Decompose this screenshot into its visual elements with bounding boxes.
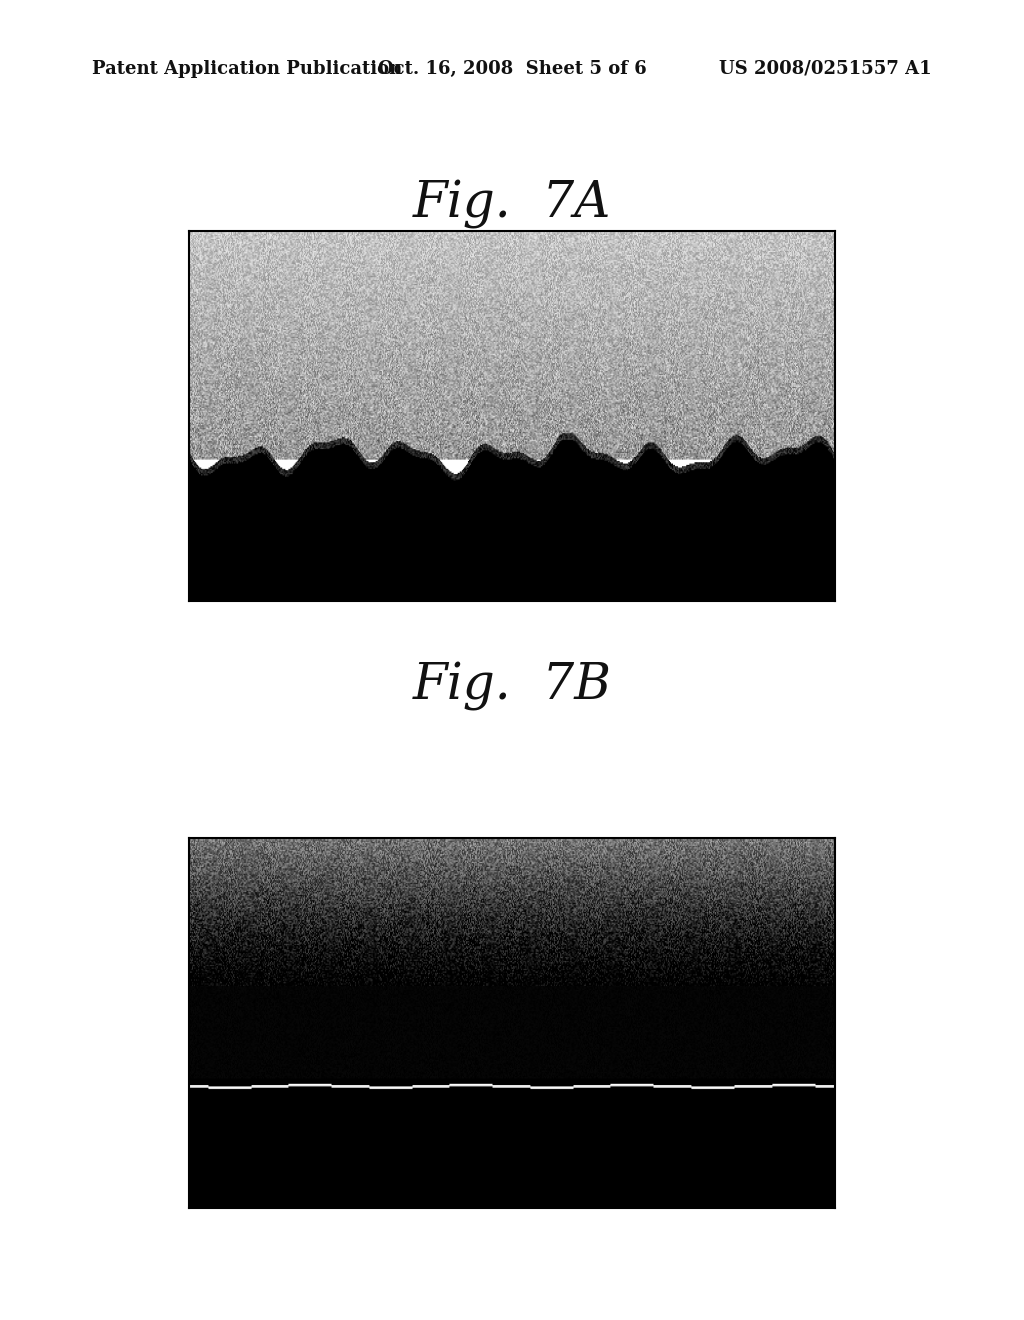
Text: Fig.  7B: Fig. 7B [413,661,611,711]
Text: Fig.  7A: Fig. 7A [413,180,611,230]
Text: Oct. 16, 2008  Sheet 5 of 6: Oct. 16, 2008 Sheet 5 of 6 [378,59,646,78]
Text: US 2008/0251557 A1: US 2008/0251557 A1 [719,59,932,78]
Text: Patent Application Publication: Patent Application Publication [92,59,402,78]
